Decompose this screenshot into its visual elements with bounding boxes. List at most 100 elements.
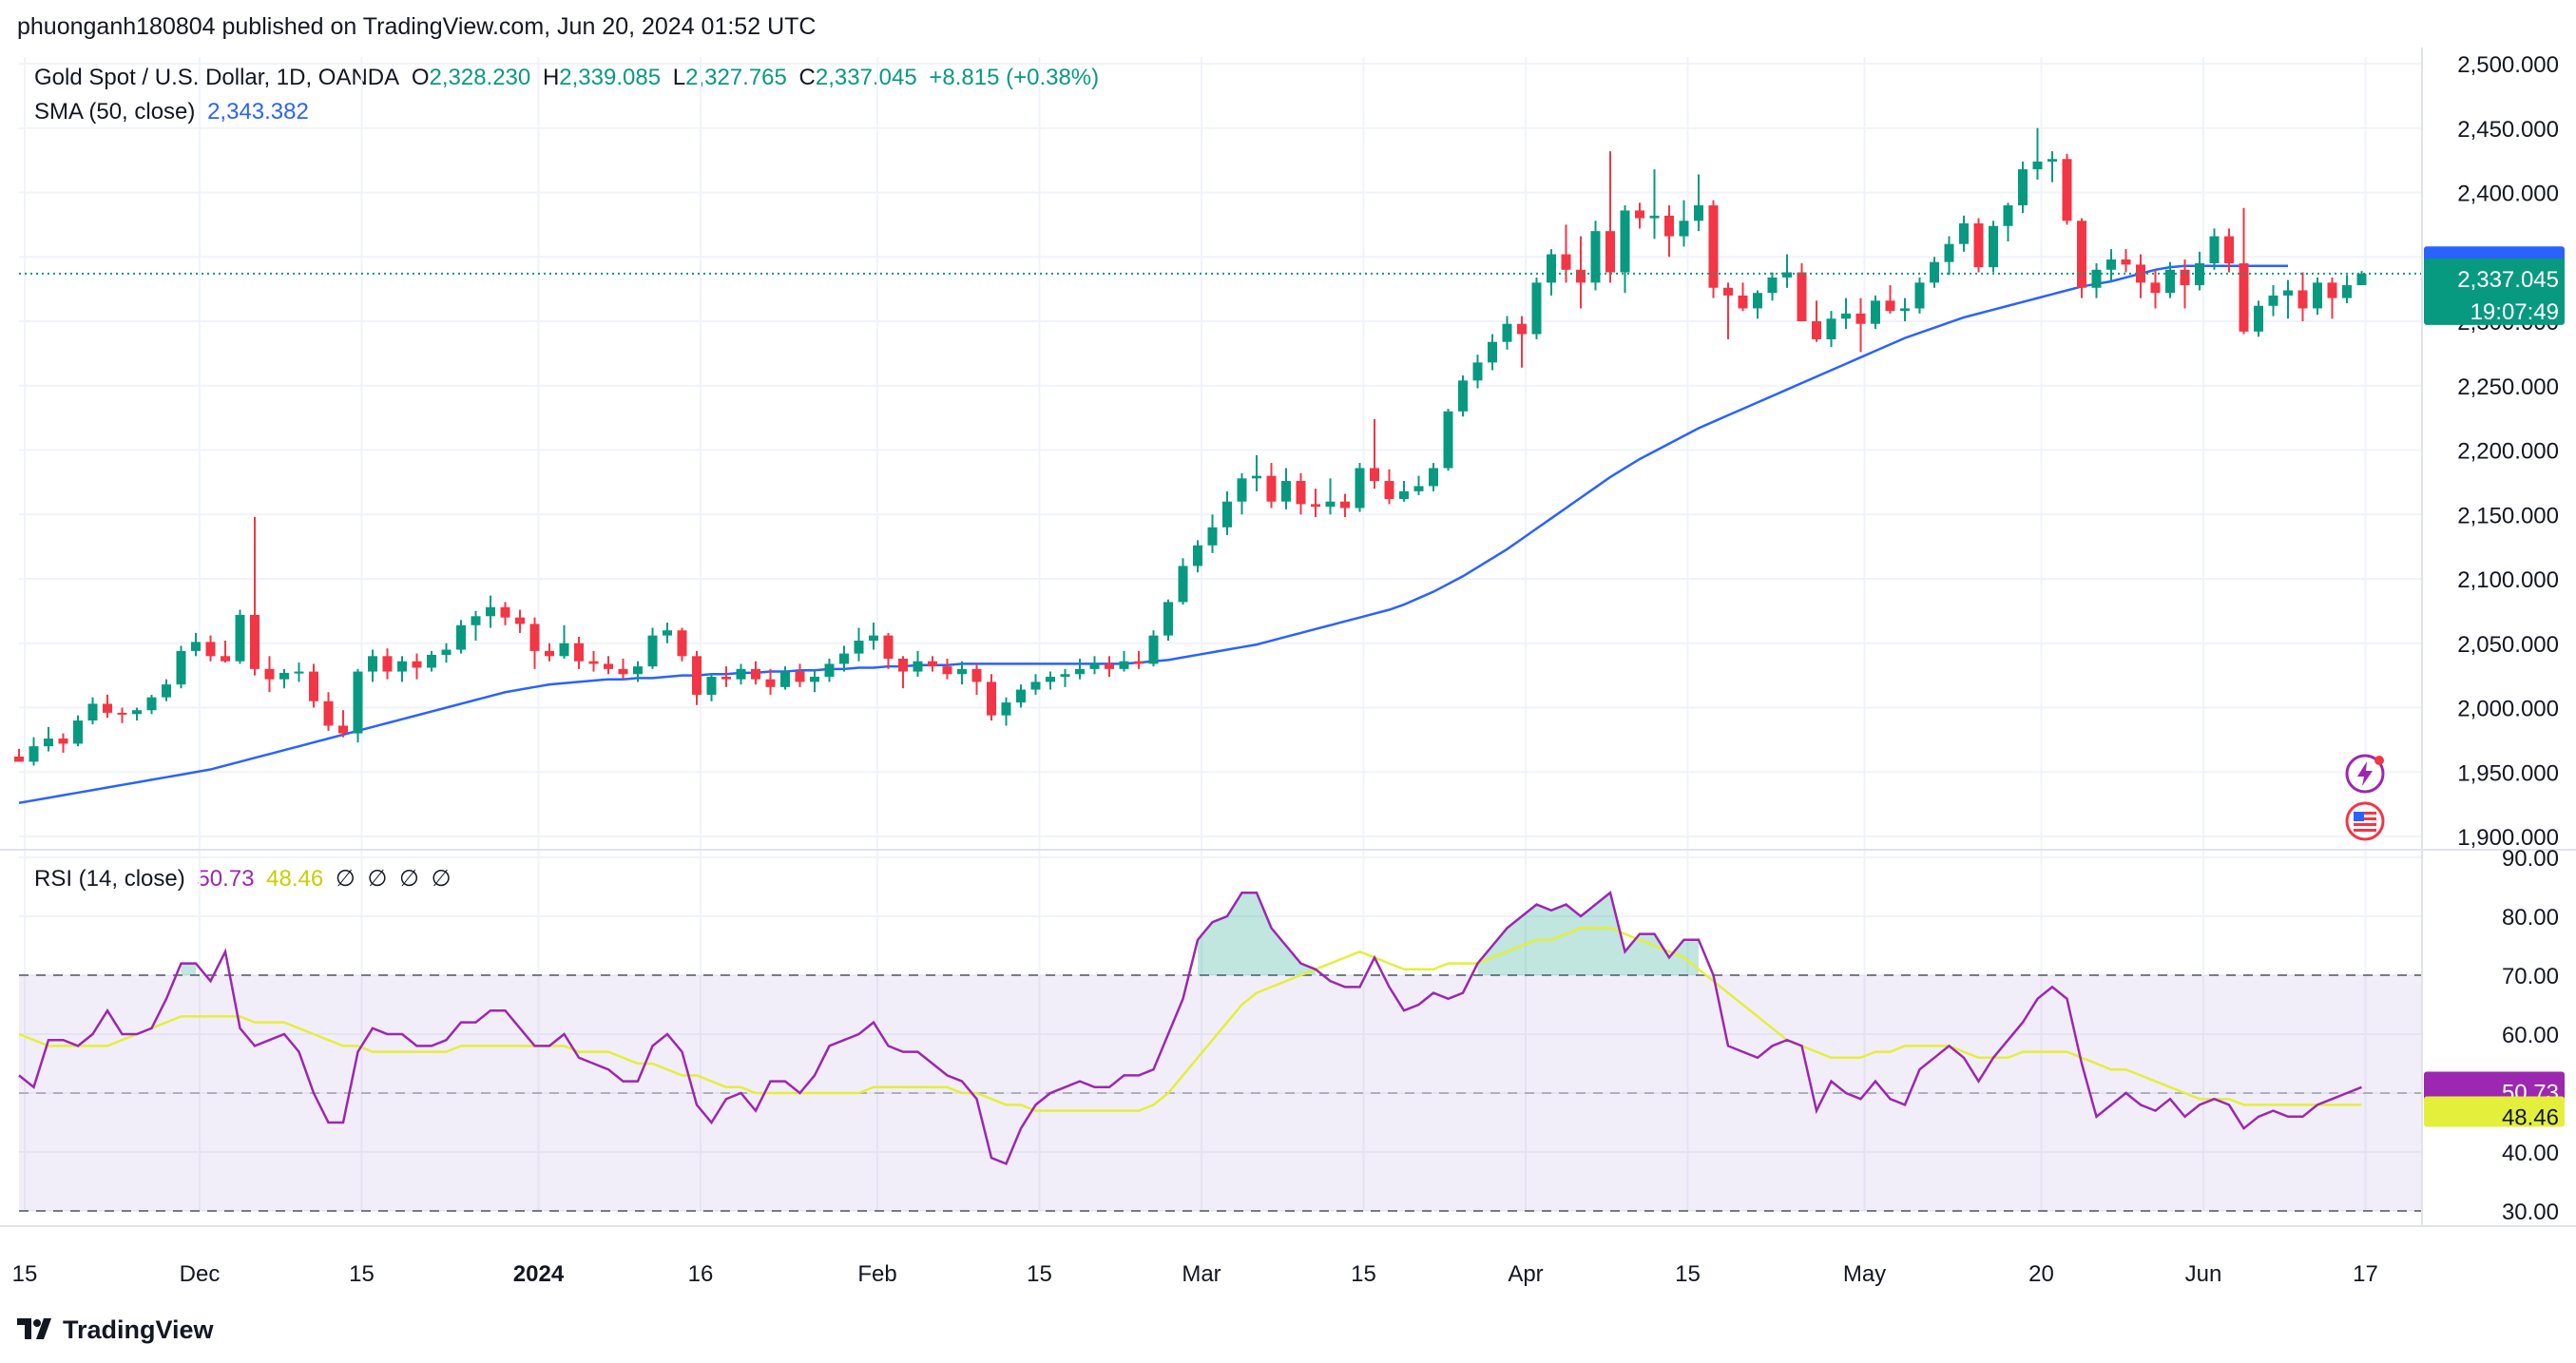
candle (1340, 493, 1350, 517)
candle (2209, 228, 2220, 270)
candle (957, 661, 967, 685)
candle-body (1944, 243, 1954, 262)
candle (471, 610, 481, 642)
lightning-icon[interactable] (2344, 753, 2386, 795)
candle-body (441, 649, 452, 655)
candle-body (1590, 231, 1601, 283)
candle-body (323, 701, 334, 726)
price-tick-label: 2,200.000 (2457, 439, 2559, 465)
candle-body (1472, 362, 1483, 381)
candle (2106, 249, 2116, 283)
candle (132, 707, 142, 721)
candle-body (353, 671, 363, 734)
candle-body (1767, 277, 1778, 294)
candle (604, 656, 613, 675)
candle (1119, 650, 1129, 672)
candle-body (854, 641, 864, 654)
candle (692, 650, 702, 705)
candle-body (1089, 663, 1100, 669)
candle (736, 663, 746, 685)
candle-body (1812, 321, 1821, 339)
candle (1193, 540, 1202, 573)
close-value: 2,337.045 (815, 65, 917, 90)
candle-body (2106, 259, 2116, 270)
candle (810, 668, 819, 693)
candle (1001, 697, 1011, 726)
candle (1488, 334, 1497, 371)
candle (2180, 259, 2190, 309)
candle (264, 656, 275, 693)
candle (1944, 236, 1954, 276)
candle (368, 649, 377, 682)
candle-body (2077, 221, 2086, 288)
candle (942, 659, 952, 680)
symbol-title[interactable]: Gold Spot / U.S. Dollar, 1D, OANDA (34, 65, 400, 90)
candle-body (942, 666, 952, 675)
rsi-value-badge (2424, 1071, 2565, 1103)
candle-body (87, 703, 98, 721)
candle-body (1016, 689, 1026, 703)
candle-body (250, 614, 260, 669)
us-flag-icon[interactable] (2344, 800, 2386, 842)
candle (456, 620, 466, 654)
candle-body (2003, 205, 2013, 226)
candle-body (1635, 210, 1644, 219)
rsi-ma-badge-text: 48.46 (2502, 1105, 2559, 1131)
sma-label[interactable]: SMA (50, close) (34, 99, 196, 125)
candle-body (1237, 478, 1247, 502)
candle-body (14, 756, 24, 762)
candle-body (1679, 221, 1689, 237)
candle-body (1753, 293, 1762, 309)
candle-body (456, 624, 466, 650)
candle (913, 650, 923, 677)
candle (898, 656, 908, 689)
candle (721, 666, 731, 687)
candle-body (2180, 269, 2190, 286)
candle (1413, 475, 1424, 495)
candle (1060, 668, 1070, 687)
candle (987, 674, 996, 721)
candle (1989, 221, 1998, 273)
rsi-label[interactable]: RSI (14, close) (34, 866, 185, 892)
candle (500, 602, 510, 625)
chart-canvas[interactable]: 2,500.0002,450.0002,400.0002,350.0002,30… (0, 0, 2576, 1312)
candle-body (677, 630, 687, 657)
candle (854, 627, 864, 662)
candle (2239, 207, 2249, 335)
candle (1930, 257, 1939, 288)
price-tick-label: 2,050.000 (2457, 632, 2559, 658)
candle-body (1340, 501, 1350, 509)
candle (2003, 202, 2013, 241)
publisher-line: phuonganh180804 published on TradingView… (17, 13, 817, 40)
rsi-ma-line (18, 927, 2362, 1112)
candle-body (338, 725, 348, 734)
candle-body (529, 624, 540, 651)
candle-body (1664, 215, 1674, 237)
candle (765, 668, 776, 695)
candle-body (1531, 282, 1542, 335)
candle (1855, 298, 1866, 353)
candle (2047, 151, 2057, 182)
candle (883, 632, 894, 669)
rsi-value: 50.73 (197, 866, 255, 892)
candle-body (2342, 285, 2352, 298)
candle (2268, 285, 2278, 317)
candle-body (1355, 468, 1365, 509)
time-tick-label: May (1843, 1261, 1886, 1287)
price-tick-label: 2,250.000 (2457, 374, 2559, 400)
tradingview-logo-icon (17, 1316, 55, 1346)
candle (2136, 254, 2145, 298)
time-tick-label: Mar (1182, 1261, 1221, 1287)
candle-body (1900, 308, 1910, 312)
candle (73, 715, 83, 747)
candle-body (1384, 481, 1394, 499)
candle (545, 643, 554, 662)
candle (1635, 202, 1644, 229)
candle (2297, 272, 2308, 321)
candle-body (2150, 282, 2161, 294)
candle (87, 697, 98, 725)
candle-body (2209, 236, 2220, 264)
candle-body (1281, 481, 1291, 502)
candle-body (117, 712, 127, 715)
candle-body (2121, 259, 2131, 265)
